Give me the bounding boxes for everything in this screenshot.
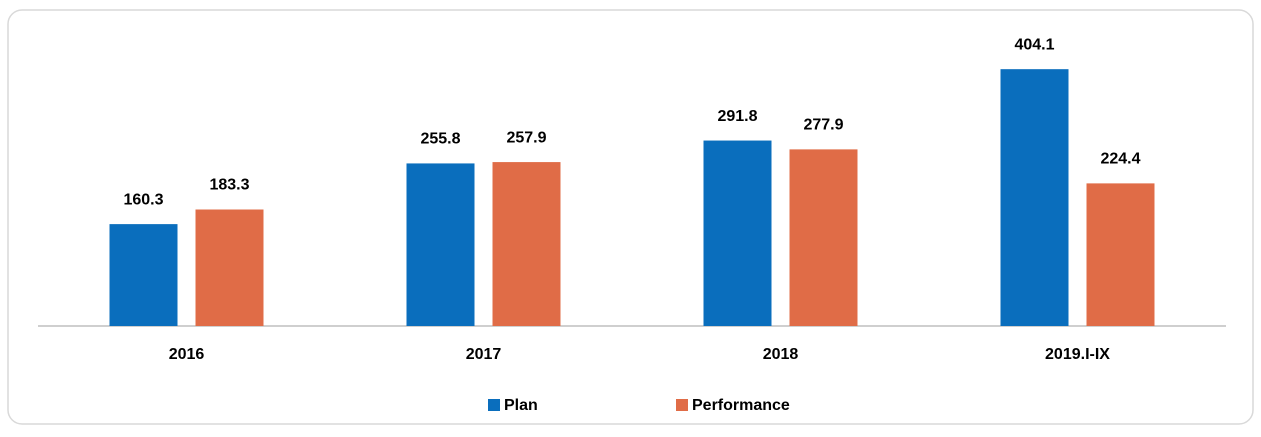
data-label: 257.9	[506, 129, 546, 146]
bar	[109, 224, 178, 326]
bar	[406, 163, 475, 326]
chart-frame	[7, 9, 1254, 425]
bar	[195, 209, 264, 326]
legend-label: Performance	[692, 397, 790, 414]
bar	[492, 162, 561, 326]
data-label: 404.1	[1014, 36, 1054, 53]
bar	[1000, 69, 1069, 326]
legend-swatch	[488, 399, 500, 411]
bar	[703, 140, 772, 326]
x-tick-label: 2018	[763, 346, 799, 363]
data-label: 160.3	[123, 191, 163, 208]
data-label: 224.4	[1100, 151, 1140, 168]
legend-swatch	[676, 399, 688, 411]
x-tick-label: 2019.I-IX	[1045, 346, 1110, 363]
legend-label: Plan	[504, 397, 538, 414]
bar	[1086, 183, 1155, 326]
data-label: 255.8	[420, 131, 460, 148]
data-label: 277.9	[803, 117, 843, 134]
data-label: 291.8	[717, 108, 757, 125]
x-tick-label: 2016	[169, 346, 205, 363]
bar	[789, 149, 858, 326]
x-tick-label: 2017	[466, 346, 502, 363]
data-label: 183.3	[209, 177, 249, 194]
